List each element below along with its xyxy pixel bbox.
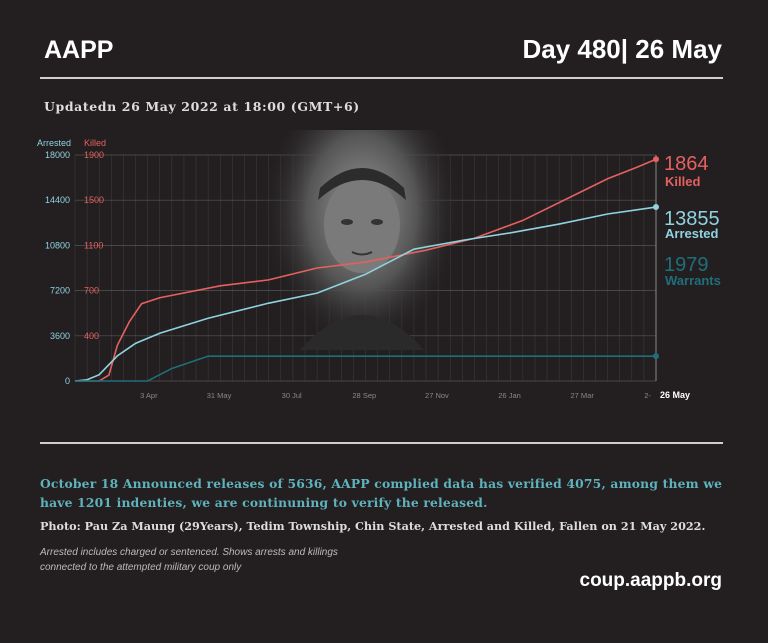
- arrested-tick-label: 14400: [45, 195, 70, 205]
- footnote: Arrested includes charged or sentenced. …: [40, 545, 338, 575]
- arrested-tick-label: 10800: [45, 240, 70, 250]
- footnote-line-2: connected to the attempted military coup…: [40, 562, 242, 573]
- x-tick-label: 3 Apr: [140, 391, 158, 400]
- killed-tick-label: 400: [84, 331, 99, 341]
- killed-axis-label: Killed: [84, 138, 106, 148]
- killed-line: [75, 158, 657, 382]
- top-divider: [40, 77, 723, 79]
- arrested-end-label: Arrested: [665, 226, 719, 241]
- killed-tick-label: 1500: [84, 195, 104, 205]
- x-tick-label: 30 Jul: [282, 391, 302, 400]
- x-tick-label: 26 May: [660, 390, 690, 400]
- killed-end-value: 1864: [664, 153, 709, 175]
- bottom-divider: [40, 442, 723, 444]
- arrested-line: [74, 206, 657, 382]
- arrested-tick-label: 0: [65, 376, 70, 386]
- killed-end-dot: [653, 156, 659, 163]
- release-text: October 18 Announced releases of 5636, A…: [40, 476, 723, 510]
- warrants-end-dot: [653, 353, 659, 360]
- x-tick-label: 31 May: [207, 391, 232, 400]
- x-tick-label: 27 Mar: [570, 391, 594, 400]
- arrested-end-dot: [653, 204, 659, 211]
- brand-title: AAPP: [44, 36, 114, 64]
- portrait-photo: [262, 130, 462, 365]
- website-link[interactable]: coup.aappb.org: [579, 570, 723, 591]
- arrested-axis-label: Arrested: [37, 138, 71, 148]
- footnote-line-1: Arrested includes charged or sentenced. …: [40, 547, 338, 558]
- arrested-tick-label: 18000: [45, 150, 70, 160]
- warrants-end-value: 1979: [664, 254, 709, 276]
- warrants-end-label: Warrants: [665, 273, 721, 288]
- x-tick-label: 27 Nov: [425, 391, 449, 400]
- killed-tick-label: 700: [84, 286, 99, 296]
- arrested-tick-label: 3600: [50, 331, 70, 341]
- chart: Arrested Killed 18000 14400 10800 7200 3600 0…: [37, 130, 721, 400]
- day-counter: Day 480| 26 May: [522, 34, 722, 64]
- killed-tick-label: 1100: [84, 240, 103, 250]
- killed-end-label: Killed: [665, 174, 700, 189]
- arrested-end-value: 13855: [664, 208, 720, 230]
- updated-timestamp: Updatedn 26 May 2022 at 18:00 (GMT+6): [44, 99, 360, 114]
- killed-tick-label: 1900: [84, 150, 104, 160]
- photo-caption: Photo: Pau Za Maung (29Years), Tedim Tow…: [40, 519, 706, 533]
- x-tick-label: 26 Jan: [498, 391, 521, 400]
- warrants-line: [75, 355, 656, 382]
- arrested-tick-label: 7200: [50, 286, 70, 296]
- x-tick-label: 28 Sep: [352, 391, 376, 400]
- x-tick-label: 2-: [644, 391, 651, 400]
